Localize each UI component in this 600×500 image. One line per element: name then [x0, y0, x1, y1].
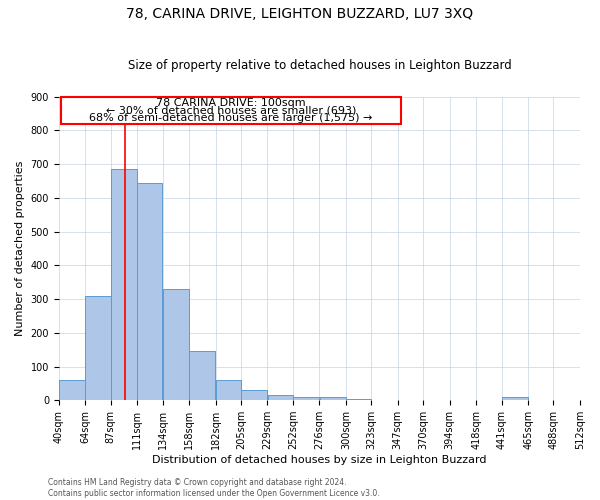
Bar: [346, 398, 371, 400]
FancyBboxPatch shape: [61, 97, 401, 124]
Text: ← 30% of detached houses are smaller (693): ← 30% of detached houses are smaller (69…: [106, 106, 356, 116]
Bar: [216, 380, 241, 400]
Bar: [163, 289, 189, 400]
Title: Size of property relative to detached houses in Leighton Buzzard: Size of property relative to detached ho…: [128, 59, 511, 72]
Text: 78 CARINA DRIVE: 100sqm: 78 CARINA DRIVE: 100sqm: [156, 98, 306, 108]
Y-axis label: Number of detached properties: Number of detached properties: [15, 161, 25, 336]
Bar: [137, 183, 163, 400]
Bar: [320, 397, 346, 400]
Bar: [268, 395, 293, 400]
Bar: [241, 390, 268, 400]
Bar: [293, 397, 319, 400]
Bar: [189, 352, 215, 400]
Text: 68% of semi-detached houses are larger (1,575) →: 68% of semi-detached houses are larger (…: [89, 113, 373, 123]
X-axis label: Distribution of detached houses by size in Leighton Buzzard: Distribution of detached houses by size …: [152, 455, 487, 465]
Bar: [111, 170, 137, 400]
Bar: [502, 397, 528, 400]
Text: 78, CARINA DRIVE, LEIGHTON BUZZARD, LU7 3XQ: 78, CARINA DRIVE, LEIGHTON BUZZARD, LU7 …: [127, 8, 473, 22]
Bar: [59, 380, 85, 400]
Bar: [85, 296, 110, 400]
Text: Contains HM Land Registry data © Crown copyright and database right 2024.
Contai: Contains HM Land Registry data © Crown c…: [48, 478, 380, 498]
